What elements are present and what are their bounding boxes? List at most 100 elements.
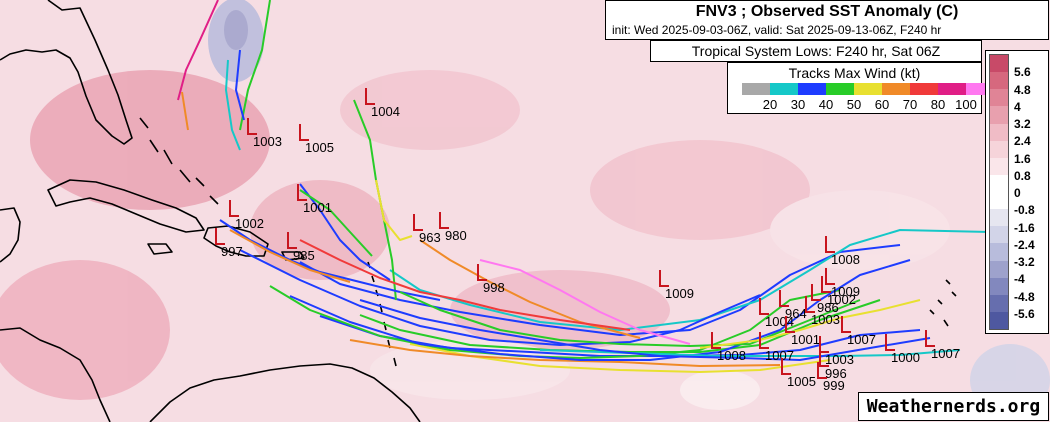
storm-track xyxy=(539,349,961,357)
wind-swatch xyxy=(742,83,770,95)
low-marker-label: 980 xyxy=(445,228,467,243)
hispaniola xyxy=(203,225,269,257)
low-marker-label: 1002 xyxy=(827,292,856,307)
storm-track xyxy=(239,249,761,346)
model-tracks xyxy=(177,0,991,373)
low-marker-symbol xyxy=(825,268,835,285)
storm-track xyxy=(299,183,391,281)
sst-colorbar-label: 2.4 xyxy=(1014,134,1031,149)
low-marker-symbol xyxy=(817,362,827,379)
sst-colorbar-label: 3.2 xyxy=(1014,117,1031,131)
bahamas xyxy=(139,117,219,205)
low-marker-symbol xyxy=(287,232,297,249)
sst-swatch xyxy=(990,243,1008,261)
cape-verde xyxy=(929,279,957,327)
low-marker: 999 xyxy=(817,362,845,393)
sst-colorbar-label: -4.8 xyxy=(1014,289,1035,304)
storm-track xyxy=(239,0,271,131)
sst-swatch xyxy=(990,89,1008,107)
map-title: FNV3 ; Observed SST Anomaly (C) xyxy=(695,3,959,20)
low-marker-symbol xyxy=(413,214,423,231)
storm-track xyxy=(699,299,921,349)
low-marker-label: 986 xyxy=(817,300,839,315)
storm-track xyxy=(177,0,219,101)
low-marker-label: 1000 xyxy=(891,350,920,365)
low-marker-symbol xyxy=(365,88,375,105)
low-marker-label: 1004 xyxy=(371,104,400,119)
low-marker: 964 xyxy=(779,290,807,321)
wind-swatch xyxy=(882,83,910,95)
wind-legend-label: 40 xyxy=(818,97,834,112)
low-marker-symbol xyxy=(297,184,307,201)
low-marker: 1008 xyxy=(825,236,860,267)
low-marker-symbol xyxy=(841,316,851,333)
sst-swatch xyxy=(990,260,1008,278)
wind-swatch xyxy=(826,83,854,95)
wind-legend-label: 80 xyxy=(930,97,946,112)
wind-legend-label: 30 xyxy=(790,97,806,112)
wind-legend-label: 50 xyxy=(846,97,862,112)
wind-swatch xyxy=(798,83,826,95)
storm-track xyxy=(479,259,691,345)
sst-colorbar-label: -5.6 xyxy=(1014,306,1035,321)
low-marker-label: 1004 xyxy=(765,314,794,329)
storm-track xyxy=(181,91,189,131)
sst-swatch xyxy=(990,192,1008,210)
gulf-coast xyxy=(0,207,21,263)
low-marker-symbol xyxy=(925,330,935,347)
low-marker-symbol xyxy=(785,316,795,333)
central-america xyxy=(0,327,111,422)
sst-swatch xyxy=(990,294,1008,312)
low-marker: 1005 xyxy=(781,358,816,389)
cuba xyxy=(47,179,205,233)
low-marker-symbol xyxy=(811,284,821,301)
low-marker-label: 1008 xyxy=(717,348,746,363)
low-marker-symbol xyxy=(759,298,769,315)
low-marker: 1002 xyxy=(229,200,264,231)
low-marker-symbol xyxy=(711,332,721,349)
low-marker-symbol xyxy=(779,290,789,307)
sst-colorbar-swatches xyxy=(989,54,1009,330)
credit-watermark: Weathernerds.org xyxy=(858,392,1049,421)
low-marker-label: 1001 xyxy=(791,332,820,347)
storm-track xyxy=(359,299,931,361)
low-marker: 980 xyxy=(439,212,467,243)
low-marker-symbol xyxy=(819,350,829,367)
sst-colorbar-label: -4 xyxy=(1014,272,1025,287)
low-marker-label: 1007 xyxy=(931,346,960,361)
sst-swatch xyxy=(990,209,1008,227)
low-marker-symbol xyxy=(805,296,815,313)
low-marker: 1007 xyxy=(925,330,960,361)
low-marker-symbol xyxy=(659,270,669,287)
low-marker: 1009 xyxy=(659,270,694,301)
low-marker-label: 1005 xyxy=(305,140,334,155)
low-marker-symbol xyxy=(247,118,257,135)
low-marker-label: 1005 xyxy=(787,374,816,389)
low-marker-symbol xyxy=(477,264,487,281)
low-marker-label: 1009 xyxy=(831,284,860,299)
low-marker-label: 1002 xyxy=(235,216,264,231)
low-marker: 1003 xyxy=(247,118,282,149)
wind-swatch xyxy=(938,83,966,95)
low-marker-label: 1008 xyxy=(831,252,860,267)
low-marker: 1005 xyxy=(299,124,334,155)
tropical-system-label: Tropical System Lows: F240 hr, Sat 06Z xyxy=(650,40,982,62)
low-marker: 1001 xyxy=(297,184,332,215)
wind-legend-labels: 20 30 40 50 60 70 80 100 xyxy=(728,97,983,113)
sst-colorbar-label: -0.8 xyxy=(1014,203,1035,218)
sst-colorbar-label: 4.8 xyxy=(1014,82,1031,97)
low-marker-label: 1003 xyxy=(825,352,854,367)
florida-coast xyxy=(0,0,133,145)
low-marker: 1002 xyxy=(821,276,856,307)
low-marker-label: 996 xyxy=(825,366,847,381)
sst-colorbar-label: -1.6 xyxy=(1014,220,1035,235)
low-marker-symbol xyxy=(759,332,769,349)
sst-colorbar-label: 0 xyxy=(1014,186,1021,200)
title-box: FNV3 ; Observed SST Anomaly (C) init: We… xyxy=(605,0,1049,40)
coastlines xyxy=(0,0,957,422)
low-marker-symbol xyxy=(215,228,225,245)
low-marker-label: 1003 xyxy=(253,134,282,149)
low-marker-label: 1007 xyxy=(847,332,876,347)
